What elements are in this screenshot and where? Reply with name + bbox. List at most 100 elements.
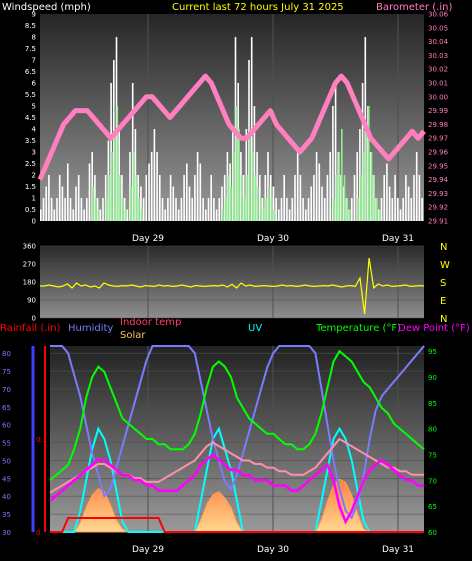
wind-bar [310,186,312,221]
gust-bar [251,152,254,221]
gust-bar [270,198,273,221]
climate-legend-label: Indoor temp [120,317,181,328]
dewpoint-line [49,452,424,525]
gust-bar [138,198,140,221]
wind-bar [302,198,304,221]
wind-bar [361,83,364,221]
wind-bar [397,198,399,221]
wind-bar [313,175,315,221]
barometer-tick-label: 29.93 [428,190,448,198]
wind-bar [259,175,261,221]
wind-bar [169,175,172,221]
gust-bar [235,106,238,221]
barometer-tick-label: 29.96 [428,149,449,157]
direction-tick-label: 270 [23,261,36,269]
wind-bar [210,175,212,221]
wind-barometer-chart: 0 0.5 1 1.5 2 2.5 3 3.5 4 4.5 5 5.5 6 6.5 7 7.5 8 8.5 9 29… [25,11,449,245]
compass-label: W [440,260,450,271]
wind-tick-label: 6 [32,80,37,88]
wind-bar [102,198,104,221]
direction-tick-label: 180 [23,279,36,287]
wind-bar [99,209,102,221]
wind-tick-label: 5 [32,103,36,111]
gust-bar [362,152,365,221]
temperature-tick-label: 70 [428,477,437,485]
wind-bar [307,198,310,221]
wind-bar [253,106,256,221]
wind-tick-label: 5.5 [25,91,36,99]
wind-bar [323,198,326,221]
wind-bar [183,175,185,221]
compass-label: N [440,242,447,253]
indoor-temp-line [49,437,424,494]
gust-bar [92,186,94,221]
humidity-tick-label: 55 [2,440,11,448]
wind-bar [107,140,110,221]
temperature-tick-label: 90 [428,374,437,382]
wind-bar [48,175,50,221]
wind-bar [410,198,413,221]
gust-bar [378,209,381,221]
wind-day-labels: Day 29 Day 30 Day 31 [132,234,414,244]
wind-bar [167,198,169,221]
wind-bar [329,152,331,221]
humidity-tick-label: 75 [2,368,11,376]
climate-legend-label: Rainfall (.in) [0,323,61,334]
gust-bar [124,209,127,221]
wind-bar [294,175,296,221]
temperature-tick-label: 95 [428,348,437,356]
humidity-tick-label: 60 [2,422,11,430]
humidity-tick-label: 65 [2,404,11,412]
wind-tick-label: 8.5 [25,22,36,30]
climate-day-label: Day 30 [257,545,289,555]
wind-bar [194,175,196,221]
rain-line [50,517,424,533]
wind-tick-label: 8 [32,34,36,42]
wind-day-label: Day 29 [132,234,164,244]
direction-tick-label: 0 [32,315,36,323]
wind-bar [140,186,142,221]
wind-bar [61,186,64,221]
wind-bar [221,186,223,221]
wind-bar [77,175,80,221]
wind-bar [175,198,177,221]
wind-bar [80,198,83,221]
barometer-tick-label: 30.06 [428,11,449,19]
gust-bar [346,198,348,221]
wind-bar [42,198,45,221]
gust-bar [224,198,227,221]
barometer-tick-label: 29.92 [428,204,448,212]
temperature-tick-label: 75 [428,452,437,460]
wind-bar [148,163,150,221]
humidity-tick-label: 45 [2,475,11,483]
wind-bar [380,198,383,221]
wind-axis-title: Windspeed (mph) [2,2,91,13]
humidity-tick-label: 50 [2,457,11,465]
wind-bar [156,152,158,221]
climate-legend-label: Humidity [68,323,113,334]
wind-bar [188,186,191,221]
gust-bar [132,152,135,221]
gust-bar [268,186,270,221]
wind-bar [348,209,350,221]
wind-bar [172,186,175,221]
wind-tick-label: 2 [32,172,36,180]
gust-bar [273,209,275,221]
barometer-tick-label: 30.01 [428,80,448,88]
gust-bar [140,209,143,221]
barometer-tick-label: 29.97 [428,135,448,143]
barometer-tick-labels: 29.91 29.92 29.93 29.94 29.95 29.96 29.97 29.98… [428,11,449,226]
wind-tick-label: 4.5 [25,114,36,122]
climate-day-label: Day 29 [132,545,164,555]
barometer-tick-label: 30.03 [428,52,448,60]
wind-bar [283,175,285,221]
wind-tick-labels: 0 0.5 1 1.5 2 2.5 3 3.5 4 4.5 5 5.5 6 6.5 7 7.5 8 8.5 9 [25,11,37,226]
gust-bar [259,198,262,221]
gust-bar [341,129,343,221]
gust-bar [249,129,251,221]
wind-bar [121,175,123,221]
gust-bar [243,198,246,221]
wind-bar [58,175,61,221]
gust-bars [92,106,381,221]
climate-chart: Rainfall (.in) Humidity Indoor temp Solar UV… [0,317,470,555]
